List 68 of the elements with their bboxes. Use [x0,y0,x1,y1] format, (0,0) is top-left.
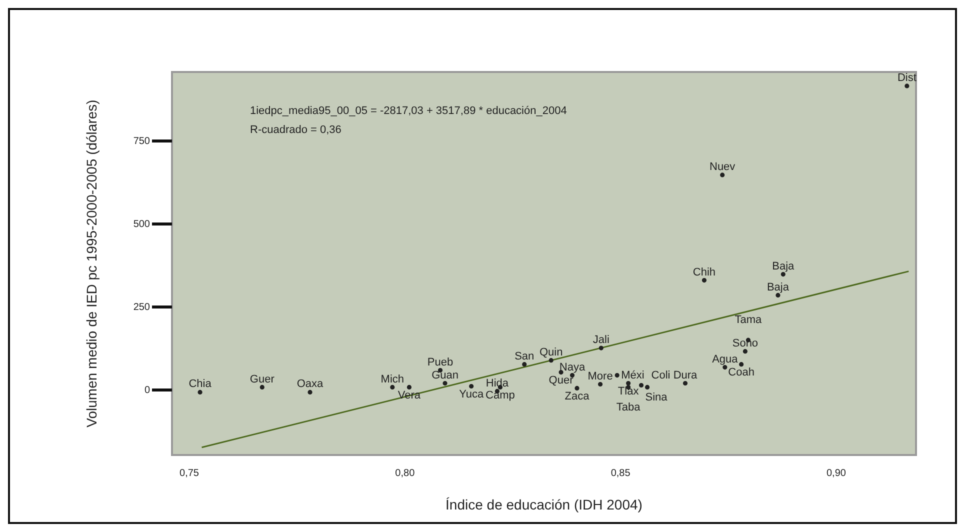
data-label: Camp [486,389,515,402]
point [626,380,631,386]
x-tick-label: 0,75 [180,468,200,479]
data-label: Chia [188,378,212,390]
annotation: R-cuadrado = 0,36 [250,124,342,136]
x-tick-label: 0,85 [610,468,631,479]
data-label: Coli [651,369,670,382]
data-label: Guan [432,369,458,382]
data-label: Dura [673,369,698,382]
data-label: Guer [250,373,275,386]
point [776,292,780,298]
y-tick-label: 750 [133,136,150,147]
data-label: Hida [486,377,510,390]
point [390,384,395,390]
point [198,390,202,395]
data-label: Méxi [621,369,644,382]
data-label: Oaxa [296,378,324,390]
data-label: Tlax [618,385,640,398]
data-label: More [588,370,613,382]
data-label: Quer [548,374,574,386]
data-label: Coah [728,366,754,378]
data-label: Taba [616,401,642,414]
point [598,346,604,350]
data-label: Sina [645,391,668,404]
point [614,372,620,378]
point [780,272,786,277]
x-tick-label: 0,90 [826,468,846,479]
data-label: Mich [380,373,404,386]
data-label: Yuca [459,388,484,400]
data-label: Zaca [564,390,590,402]
data-label: Dist [897,72,916,84]
point [442,380,448,386]
annotation: 1iedpc_media95_00_05 = -2817,03 + 3517,89 * educación_2004 [250,105,567,118]
point [682,380,688,386]
data-label: Baja [766,281,790,294]
point [522,362,527,367]
point [260,384,264,390]
point [308,390,312,395]
x-axis-title: Índice de educación (IDH 2004) [446,496,642,512]
point [548,358,554,363]
data-label: Agua [712,353,739,366]
point [406,384,412,390]
data-label: Quin [539,346,563,358]
point [742,349,748,354]
y-tick-label: 250 [133,302,150,313]
point [722,365,728,370]
point [574,386,580,391]
data-label: Pueb [427,356,454,368]
point [702,278,707,283]
data-label: Sono [732,337,758,350]
data-label: Tama [734,314,763,326]
data-label: Nuev [710,161,736,174]
point [739,362,744,367]
y-tick-label: 0 [144,384,150,396]
data-label: San [514,350,534,362]
point [720,172,725,178]
point [469,384,474,389]
y-axis-title: Volumen medio de IED pc 1995-2000-2005 (dólares) [83,100,100,428]
data-label: Jali [592,334,610,346]
data-label: Baja [772,260,796,272]
data-label: Chih [692,266,716,278]
point [638,382,644,388]
y-tick-label: 500 [133,218,150,230]
point [598,382,603,387]
point [904,84,910,88]
x-tick-label: 0,80 [395,468,416,479]
data-label: Naya [559,361,586,374]
point [644,384,650,390]
